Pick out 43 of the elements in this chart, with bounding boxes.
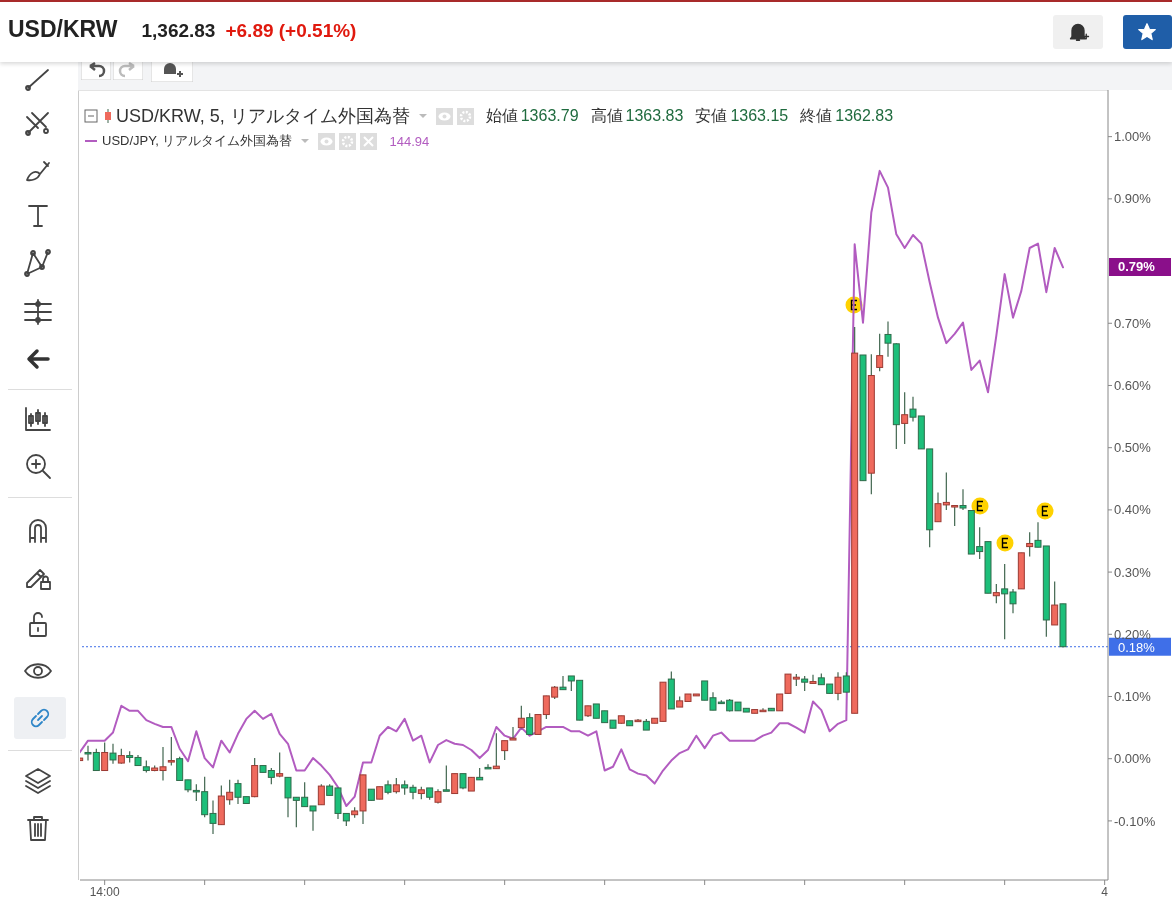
candlestick	[101, 741, 109, 772]
candlestick	[492, 732, 500, 770]
text: 4	[1101, 884, 1109, 899]
x-tick-label: 14:00	[89, 884, 121, 899]
text: +6.89 (+0.51%)	[225, 20, 357, 41]
candlestick	[809, 674, 817, 685]
candlestick	[876, 333, 884, 372]
candlestick	[1026, 531, 1034, 558]
candlestick	[109, 743, 117, 765]
y-tick-label: -0.10%	[1114, 813, 1156, 829]
y-tick-label: 0.40%	[1114, 502, 1152, 518]
y-tick-label: 0.90%	[1114, 191, 1152, 207]
chart-title: USD/KRW	[8, 16, 118, 42]
y-tick-label: 0.30%	[1114, 564, 1152, 580]
candlestick	[276, 751, 284, 778]
legend-label: USD/KRW, 5, リアルタイム外国為替	[116, 105, 410, 128]
candlestick	[901, 391, 909, 445]
y-tick-label: 0.50%	[1114, 440, 1152, 456]
ref-line-label: 0.18%	[1118, 639, 1156, 655]
candlestick	[484, 763, 492, 770]
candlestick	[451, 773, 459, 795]
y-tick-label: 0.60%	[1114, 378, 1152, 394]
candlestick	[167, 736, 175, 767]
candlestick	[1051, 580, 1059, 626]
candlestick	[559, 675, 567, 691]
text: 0.79%	[1109, 258, 1171, 277]
line-series	[80, 169, 1064, 807]
y-tick-label: 0.10%	[1114, 689, 1152, 705]
candlestick	[959, 488, 967, 511]
candlestick	[442, 764, 450, 792]
candlestick	[526, 712, 534, 736]
chart-subtitle: 1,362.83	[141, 20, 216, 41]
annotation: 144.94	[389, 133, 430, 149]
candlestick	[842, 671, 850, 693]
y-tick-label: 1.00%	[1114, 129, 1152, 145]
candlestick	[992, 583, 1000, 604]
candlestick	[834, 671, 842, 701]
y-tick-label: 0.20%	[1114, 626, 1152, 642]
candlestick	[317, 783, 325, 806]
y-tick-label: 0.00%	[1114, 751, 1152, 767]
annotation: 始値 1363.79 高値 1363.83 安値 1363.15 終値 1362.83	[485, 106, 894, 124]
legend-label: USD/JPY, リアルタイム外国為替	[102, 132, 293, 150]
y-tick-label: 0.70%	[1114, 315, 1152, 331]
